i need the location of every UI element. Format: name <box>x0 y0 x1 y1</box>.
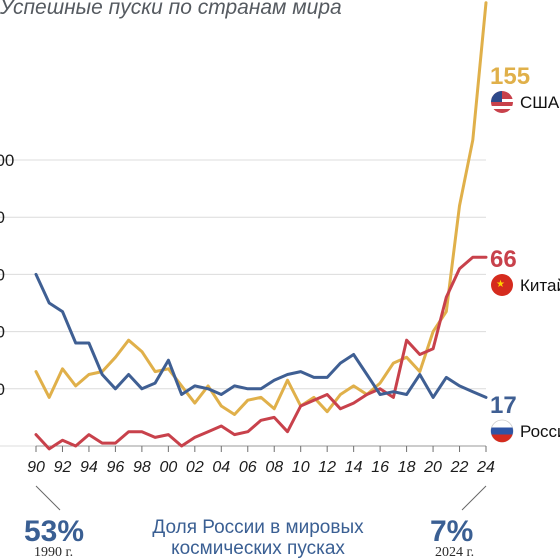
china-flag-icon <box>491 274 513 296</box>
y-tick-label: 40 <box>0 323 5 342</box>
x-tick-label: 08 <box>265 459 283 476</box>
share-1990-year: 1990 г. <box>34 545 73 560</box>
x-tick-label: 94 <box>80 459 98 476</box>
x-tick-label: 12 <box>318 459 336 476</box>
chart-title: Успешные пуски по странам мира <box>0 0 342 19</box>
y-tick-label: 80 <box>0 208 5 227</box>
y-tick-label: 100 <box>0 151 14 170</box>
x-tick-label: 92 <box>54 459 72 476</box>
russia-flag-band <box>490 427 514 435</box>
x-tick-label: 22 <box>450 459 469 476</box>
share-1990-value: 53% <box>24 515 84 548</box>
country-label: США <box>520 93 560 112</box>
x-tick-label: 18 <box>398 459 416 476</box>
x-tick-label: 98 <box>133 459 151 476</box>
x-tick-label: 14 <box>345 459 363 476</box>
x-tick-label: 02 <box>186 459 204 476</box>
x-tick-label: 16 <box>371 459 389 476</box>
right-callout-line <box>461 485 487 511</box>
share-caption-line2: космических пусках <box>171 538 345 559</box>
end-value-label: 17 <box>490 392 517 419</box>
share-2024-year: 2024 г. <box>435 545 474 560</box>
us-flag-canton <box>491 91 502 102</box>
x-tick-label: 20 <box>423 459 442 476</box>
left-callout-line <box>35 485 61 511</box>
share-2024-value: 7% <box>430 515 473 548</box>
x-tick-label: 04 <box>212 459 230 476</box>
us-flag-stripe <box>491 106 513 109</box>
share-caption-line1: Доля России в мировых <box>152 517 364 538</box>
country-label: Китай <box>520 276 560 295</box>
end-value-label: 66 <box>490 246 517 273</box>
y-tick-label: 20 <box>0 380 5 399</box>
russia-flag-band <box>491 434 513 443</box>
x-tick-label: 00 <box>159 459 177 476</box>
china-flag-star: ★ <box>496 279 505 290</box>
x-tick-label: 10 <box>292 459 310 476</box>
y-tick-label: 60 <box>0 265 5 284</box>
end-value-label: 155 <box>490 63 530 90</box>
series-line <box>34 255 488 451</box>
x-tick-label: 06 <box>239 459 257 476</box>
series-line <box>34 1 488 416</box>
x-tick-label: 90 <box>27 459 45 476</box>
x-tick-label: 96 <box>107 459 125 476</box>
series-line <box>34 272 488 399</box>
country-label: Россия <box>520 422 560 441</box>
x-tick-label: 24 <box>476 459 495 476</box>
